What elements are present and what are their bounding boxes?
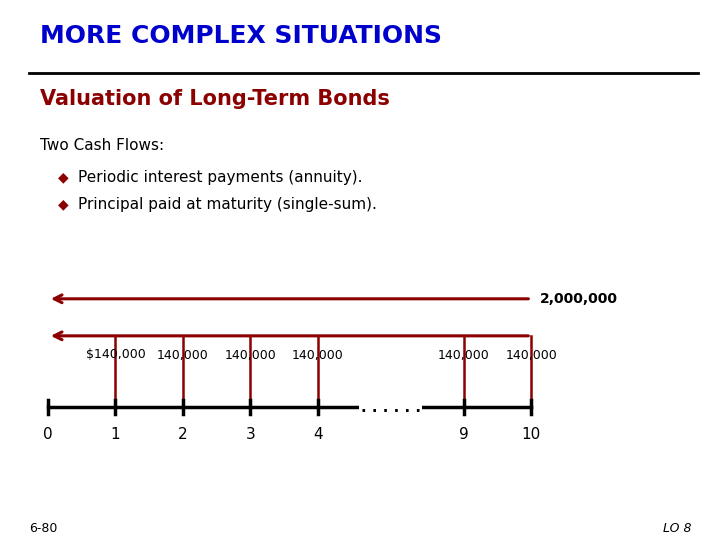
Text: 9: 9 [459,427,469,442]
Text: 0: 0 [43,427,53,442]
Text: 140,000: 140,000 [292,348,343,361]
Text: 10: 10 [521,427,541,442]
Text: 140,000: 140,000 [157,348,209,361]
Text: 140,000: 140,000 [505,348,557,361]
Text: 3: 3 [246,427,255,442]
Text: $140,000: $140,000 [86,348,145,361]
Text: ◆: ◆ [58,197,68,211]
Text: Periodic interest payments (annuity).: Periodic interest payments (annuity). [78,170,362,185]
Text: 2: 2 [178,427,188,442]
Text: 2,000,000: 2,000,000 [539,292,618,306]
Text: 140,000: 140,000 [438,348,490,361]
Text: ◆: ◆ [58,170,68,184]
Text: Two Cash Flows:: Two Cash Flows: [40,138,163,153]
Text: Principal paid at maturity (single-sum).: Principal paid at maturity (single-sum). [78,197,377,212]
Text: . . . . . .: . . . . . . [361,400,420,415]
Text: MORE COMPLEX SITUATIONS: MORE COMPLEX SITUATIONS [40,24,441,48]
Text: 4: 4 [313,427,323,442]
Text: 140,000: 140,000 [225,348,276,361]
Text: LO 8: LO 8 [662,522,691,535]
Text: Valuation of Long-Term Bonds: Valuation of Long-Term Bonds [40,89,390,109]
Text: 6-80: 6-80 [29,522,57,535]
Text: 1: 1 [111,427,120,442]
